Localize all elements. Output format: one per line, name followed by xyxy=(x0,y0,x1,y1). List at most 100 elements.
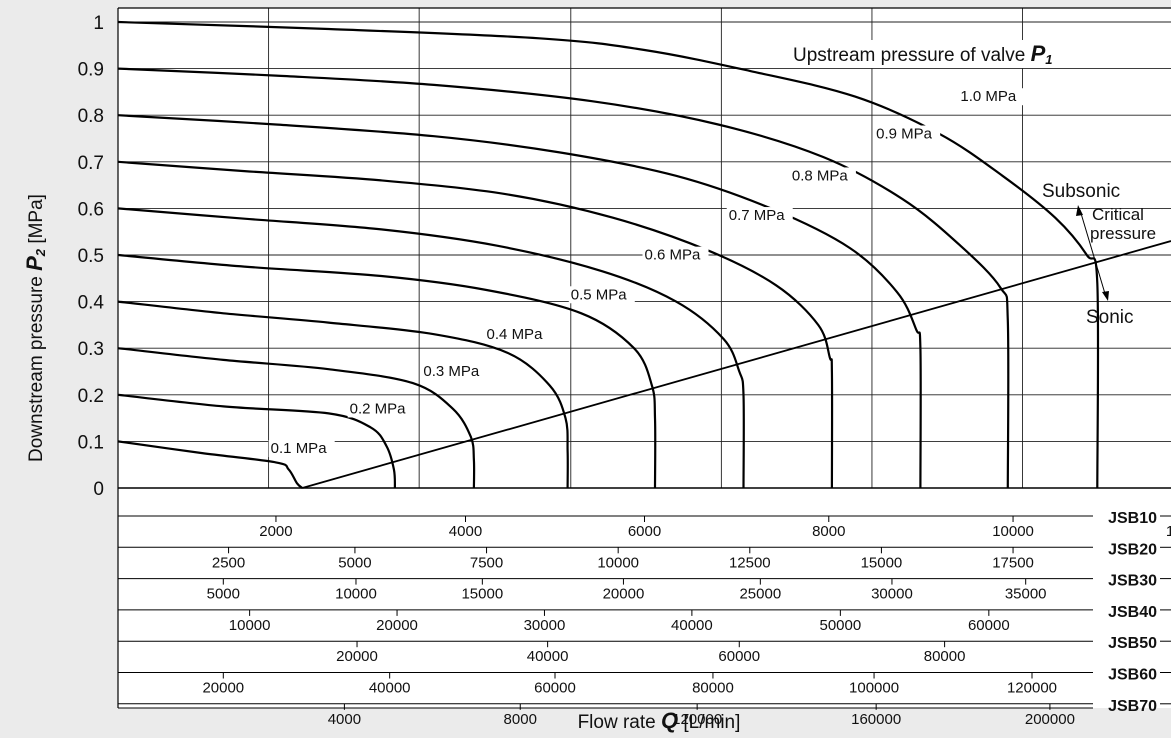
secondary-tick-label: 20000 xyxy=(202,680,244,697)
secondary-axis-name: JSB50 xyxy=(1108,635,1157,652)
curve-label: 0.2 MPa xyxy=(350,400,407,417)
y-tick-label: 0.1 xyxy=(78,432,104,453)
secondary-tick-label: 25000 xyxy=(739,586,781,603)
secondary-tick-label: 160000 xyxy=(851,711,901,728)
secondary-tick-label: 12000 xyxy=(1166,523,1171,540)
y-tick-label: 0.3 xyxy=(78,339,104,360)
secondary-tick-label: 10000 xyxy=(229,617,271,634)
curve-label: 0.9 MPa xyxy=(876,126,933,143)
secondary-tick-label: 5000 xyxy=(338,554,371,571)
secondary-tick-label: 20000 xyxy=(603,586,645,603)
series-line-4 xyxy=(117,300,569,489)
y-axis: 0 0.1 0.2 0.3 0.4 0.5 0.6 0.7 0.8 0.9 1 xyxy=(78,13,105,500)
secondary-tick-label: 17500 xyxy=(992,554,1034,571)
header-label-bg xyxy=(788,40,1128,68)
y-tick-label: 0.2 xyxy=(78,386,104,407)
y-tick-label: 0 xyxy=(93,479,104,500)
curve-label: 0.7 MPa xyxy=(729,207,786,224)
curve-label-bg xyxy=(958,88,1025,106)
secondary-tick-label: 10000 xyxy=(335,586,377,603)
secondary-tick-label: 10000 xyxy=(597,554,639,571)
curve-label-bg xyxy=(268,440,335,458)
secondary-tick-label: 20000 xyxy=(336,648,378,665)
secondary-tick-label: 80000 xyxy=(924,648,966,665)
secondary-tick-label: 2500 xyxy=(212,554,245,571)
x-axis-title: Flow rate Q [L/min] xyxy=(578,708,741,733)
curve-label: 1.0 MPa xyxy=(960,88,1017,105)
curve-label: 0.6 MPa xyxy=(645,247,702,264)
curve-label-bg xyxy=(484,325,551,343)
secondary-tick-label: 50000 xyxy=(819,617,861,634)
series-line-8 xyxy=(117,114,922,489)
y-tick-label: 0.4 xyxy=(78,293,105,314)
secondary-tick-label: 120000 xyxy=(1007,680,1057,697)
secondary-axis-name: JSB20 xyxy=(1108,541,1157,558)
secondary-tick-label: 120000 xyxy=(672,711,722,728)
grid xyxy=(117,7,1171,708)
curves xyxy=(117,20,1171,489)
secondary-axis-name: JSB60 xyxy=(1108,667,1157,684)
curve-label-bg xyxy=(568,286,635,304)
y-tick-label: 0.7 xyxy=(78,153,104,174)
secondary-axis-name: JSB10 xyxy=(1108,510,1157,527)
secondary-tick-label: 8000 xyxy=(504,711,537,728)
series-line-3 xyxy=(117,347,476,489)
secondary-axis-name: JSB40 xyxy=(1108,604,1157,621)
secondary-tick-label: 5000 xyxy=(207,586,240,603)
y-tick-label: 1 xyxy=(93,13,104,34)
secondary-axis-name: JSB70 xyxy=(1108,698,1157,715)
secondary-tick-label: 40000 xyxy=(369,680,411,697)
secondary-tick-label: 40000 xyxy=(527,648,569,665)
critical-arrow xyxy=(1076,205,1109,301)
upstream-pressure-label: Upstream pressure of valve P1 xyxy=(793,41,1053,67)
y-tick-label: 0.8 xyxy=(78,106,104,127)
series-line-10 xyxy=(117,20,1100,489)
curve-label-bg xyxy=(347,400,414,418)
curve-label-bg xyxy=(726,207,793,225)
secondary-axis-name: JSB30 xyxy=(1108,573,1157,590)
curve-label-bg xyxy=(874,125,941,143)
critical-pressure-line xyxy=(302,240,1171,489)
secondary-tick-label: 100000 xyxy=(849,680,899,697)
pressure-label: pressure xyxy=(1090,224,1156,243)
curve-label-bg xyxy=(642,246,709,264)
secondary-tick-label: 200000 xyxy=(1025,711,1075,728)
sonic-label: Sonic xyxy=(1086,307,1134,328)
series-line-5 xyxy=(117,253,657,489)
curve-label: 0.4 MPa xyxy=(487,326,544,343)
secondary-tick-label: 30000 xyxy=(871,586,913,603)
secondary-axes: JSB10 2000 4000 6000 8000 10000 12000 JSB20 2500… xyxy=(118,510,1171,728)
secondary-tick-label: 10000 xyxy=(992,523,1034,540)
curve-label: 0.3 MPa xyxy=(423,363,480,380)
secondary-tick-label: 7500 xyxy=(470,554,503,571)
secondary-tick-label: 35000 xyxy=(1005,586,1047,603)
y-tick-label: 0.6 xyxy=(78,199,104,220)
secondary-tick-label: 6000 xyxy=(628,523,661,540)
secondary-tick-label: 15000 xyxy=(861,554,903,571)
series-line-9 xyxy=(117,67,1010,489)
secondary-tick-label: 40000 xyxy=(671,617,713,634)
curve-labels: 0.1 MPa 0.2 MPa 0.3 MPa 0.4 MPa 0.5 MPa 0.6 M… xyxy=(268,40,1128,458)
y-tick-label: 0.5 xyxy=(78,246,104,267)
subsonic-label: Subsonic xyxy=(1042,181,1120,202)
secondary-tick-label: 60000 xyxy=(968,617,1010,634)
secondary-tick-label: 4000 xyxy=(328,711,361,728)
critical-label: Critical xyxy=(1092,205,1144,224)
secondary-tick-label: 15000 xyxy=(461,586,503,603)
series-line-6 xyxy=(117,207,745,489)
series-line-7 xyxy=(117,160,834,489)
secondary-tick-label: 12500 xyxy=(729,554,771,571)
curve-label-bg xyxy=(421,363,488,381)
curve-label-bg xyxy=(789,167,856,185)
secondary-tick-label: 8000 xyxy=(812,523,845,540)
curve-label: 0.8 MPa xyxy=(792,167,849,184)
y-axis-title: Downstream pressure P2 [MPa] xyxy=(22,194,48,462)
series-line-1 xyxy=(117,440,304,489)
secondary-tick-label: 20000 xyxy=(376,617,418,634)
secondary-tick-label: 4000 xyxy=(449,523,482,540)
secondary-tick-label: 60000 xyxy=(534,680,576,697)
secondary-tick-label: 80000 xyxy=(692,680,734,697)
curve-label: 0.5 MPa xyxy=(571,286,628,303)
